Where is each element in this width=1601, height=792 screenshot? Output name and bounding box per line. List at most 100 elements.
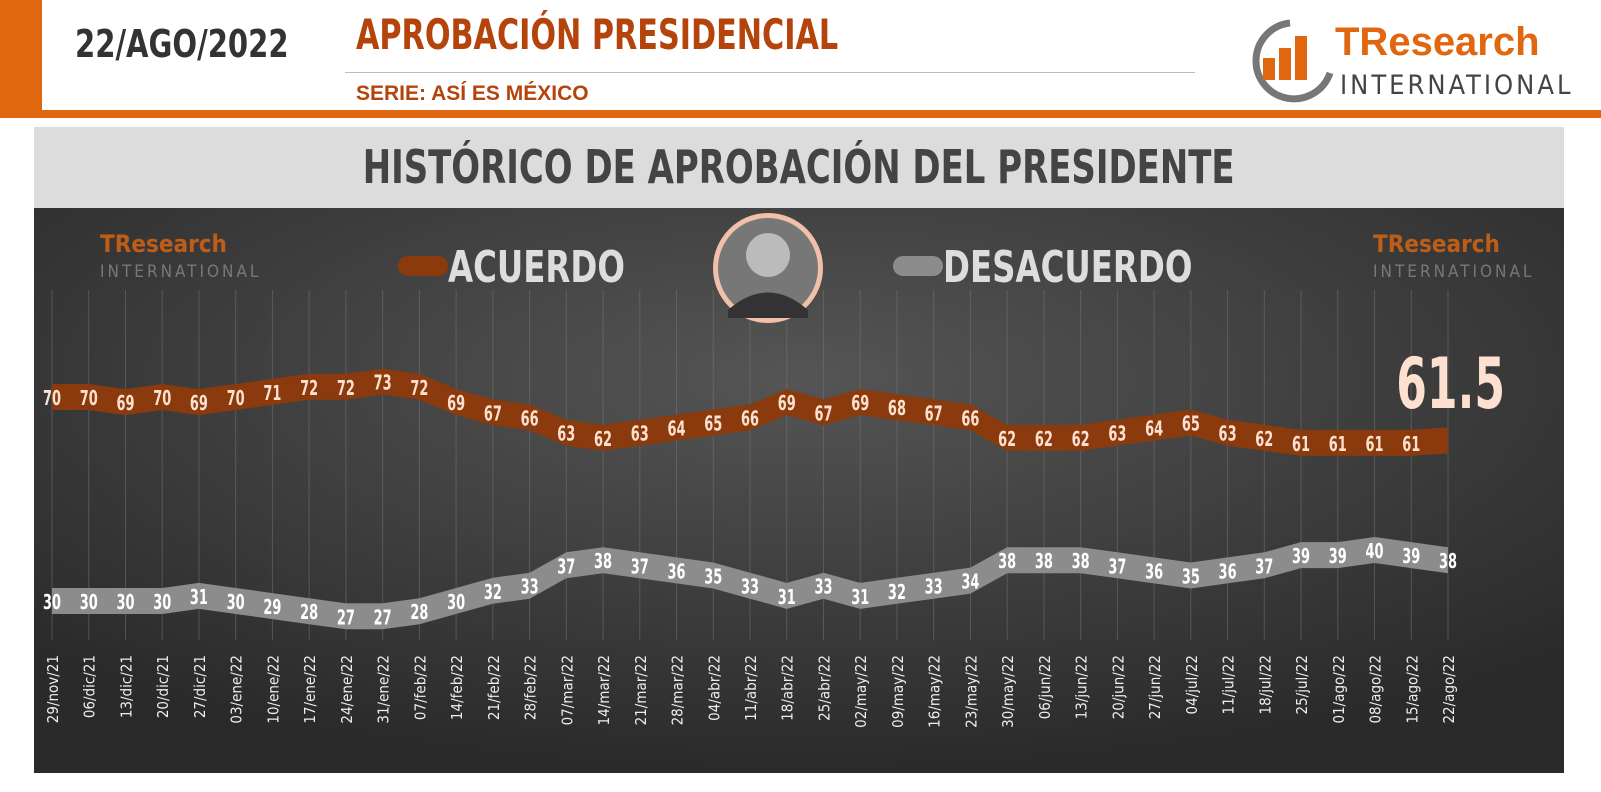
x-tick-label: 25/abr/22 [815,655,833,721]
x-tick-label: 18/abr/22 [779,655,797,721]
data-label: 28 [410,602,428,625]
accent-strip [0,0,42,112]
data-label: 69 [116,393,134,416]
data-label: 29 [263,597,281,620]
data-label: 66 [741,408,759,431]
legend: ACUERDO DESACUERDO [398,213,1192,323]
data-label: 38 [998,551,1016,574]
data-label: 66 [521,408,539,431]
watermark-brand: TResearch [100,230,227,258]
data-label: 69 [447,393,465,416]
data-label: 35 [704,566,722,589]
legend-label-desacuerdo: DESACUERDO [943,243,1192,293]
chart-header: HISTÓRICO DE APROBACIÓN DEL PRESIDENTE [34,127,1564,208]
data-label: 35 [1182,566,1200,589]
title-rule [345,72,1195,73]
data-label: 33 [925,576,943,599]
x-tick-label: 22/ago/22 [1440,655,1458,724]
data-label: 65 [704,413,722,436]
watermark-logo-left: TResearch INTERNATIONAL [100,230,261,282]
data-label: 40 [1366,541,1384,564]
data-label: 69 [851,393,869,416]
data-label: 66 [961,408,979,431]
data-label: 27 [337,607,355,630]
data-label: 67 [484,403,502,426]
data-label: 69 [778,393,796,416]
data-label: 62 [594,429,612,452]
x-tick-label: 27/dic/21 [191,655,209,718]
data-label: 39 [1329,546,1347,569]
data-label: 72 [300,378,318,401]
watermark-sub: INTERNATIONAL [1373,262,1534,282]
data-label: 33 [814,576,832,599]
data-label: 62 [1035,429,1053,452]
data-label: 37 [1108,556,1126,579]
data-label: 72 [410,378,428,401]
x-tick-label: 09/may/22 [889,655,907,728]
x-tick-label: 30/may/22 [999,655,1017,728]
x-tick-label: 01/ago/22 [1330,655,1348,724]
data-label: 64 [668,418,686,441]
page-title: APROBACIÓN PRESIDENCIAL [356,10,839,59]
x-tick-label: 20/dic/21 [154,655,172,718]
data-label: 36 [1219,561,1237,584]
photo-face [746,233,790,277]
data-label: 31 [851,587,869,610]
report-date: 22/AGO/2022 [75,22,289,66]
watermark-brand: TResearch [1373,230,1500,258]
data-label: 39 [1402,546,1420,569]
data-label: 63 [1108,423,1126,446]
data-label: 67 [814,403,832,426]
data-label: 38 [1439,551,1457,574]
x-tick-label: 21/feb/22 [485,655,503,720]
data-label: 36 [1145,561,1163,584]
data-label: 31 [190,587,208,610]
data-label: 31 [778,587,796,610]
logo-brand: TResearch [1335,20,1540,64]
data-label: 70 [153,388,171,411]
data-label: 33 [741,576,759,599]
data-label: 70 [43,388,61,411]
data-label: 38 [1072,551,1090,574]
x-tick-label: 04/jul/22 [1183,655,1201,715]
x-tick-label: 13/dic/21 [117,655,135,718]
x-tick-label: 31/ene/22 [375,655,393,724]
data-label: 33 [521,576,539,599]
data-label: 61 [1329,434,1347,457]
x-tick-label: 06/dic/21 [81,655,99,718]
data-label: 39 [1292,546,1310,569]
legend-swatch-desacuerdo [893,256,943,276]
data-label: 38 [1035,551,1053,574]
x-tick-label: 07/feb/22 [411,655,429,720]
data-label: 70 [227,388,245,411]
watermark-sub: INTERNATIONAL [100,262,261,282]
legend-label-acuerdo: ACUERDO [448,243,625,293]
data-label: 63 [557,423,575,446]
header-divider [0,110,1601,118]
x-tick-label: 04/abr/22 [705,655,723,721]
data-label: 30 [153,592,171,615]
x-tick-label: 28/feb/22 [522,655,540,720]
data-label: 67 [925,403,943,426]
x-tick-label: 10/ene/22 [264,655,282,724]
x-tick-label: 27/jun/22 [1146,655,1164,719]
data-label: 36 [668,561,686,584]
x-tick-label: 13/jun/22 [1073,655,1091,719]
data-label: 30 [447,592,465,615]
series-band-desacuerdo [52,537,1448,630]
data-label: 72 [337,378,355,401]
x-tick-label: 18/jul/22 [1256,655,1274,715]
x-tick-label: 11/jul/22 [1220,655,1238,715]
x-tick-label: 21/mar/22 [632,655,650,725]
data-label: 62 [1255,429,1273,452]
legend-swatch-acuerdo [398,256,448,276]
x-tick-label: 17/ene/22 [301,655,319,724]
x-tick-label: 03/ene/22 [228,655,246,724]
logo-sub: INTERNATIONAL [1340,70,1574,101]
data-label: 61 [1402,434,1420,457]
data-label: 70 [80,388,98,411]
data-label: 37 [1255,556,1273,579]
x-tick-label: 07/mar/22 [558,655,576,725]
data-label: 32 [888,582,906,605]
